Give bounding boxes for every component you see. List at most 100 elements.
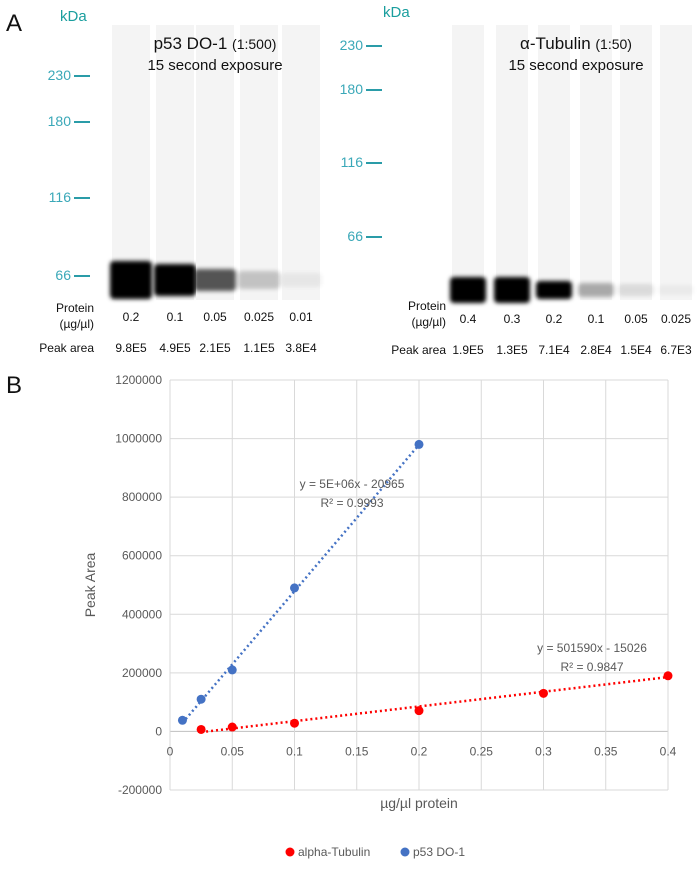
protein-unit-label: (µg/µl)	[59, 317, 95, 331]
kda-label: kDa	[383, 4, 410, 21]
blot-title: α-Tubulin (1:50)	[466, 34, 686, 54]
dilution: (1:50)	[595, 36, 632, 52]
exposure-label: 15 second exposure	[147, 57, 283, 74]
peak-area-value: 2.1E5	[199, 341, 231, 355]
data-point	[414, 439, 424, 449]
y-tick-label: -200000	[118, 783, 162, 797]
protein-band	[494, 277, 530, 303]
protein-concentration: 0.3	[503, 312, 521, 326]
data-point	[177, 715, 187, 725]
protein-band	[280, 273, 322, 287]
protein-concentration: 0.1	[166, 310, 184, 324]
peak-area-value: 1.1E5	[243, 341, 275, 355]
trendline-equation: y = 5E+06x - 20965	[300, 477, 405, 491]
mw-marker: 116	[30, 189, 90, 205]
legend-label: p53 DO-1	[413, 845, 465, 859]
blot-lane	[194, 25, 236, 300]
protein-band	[194, 269, 236, 291]
x-tick-label: 0.15	[345, 744, 369, 758]
y-tick-label: 800000	[122, 490, 162, 504]
protein-row-label: Protein	[55, 301, 94, 315]
data-point	[539, 688, 548, 698]
mw-marker: 116	[322, 154, 382, 170]
blot-lane	[238, 25, 280, 300]
data-point	[227, 722, 237, 732]
data-point	[227, 665, 237, 675]
blot-lane	[536, 25, 572, 300]
peak-area-value: 2.8E4	[580, 343, 612, 357]
mw-marker: 180	[30, 113, 90, 129]
peak-area-value: 1.3E5	[496, 343, 528, 357]
y-tick-label: 400000	[122, 607, 162, 621]
peak-area-row-label: Peak area	[391, 343, 446, 357]
protein-band	[238, 271, 280, 289]
protein-concentration: 0.2	[545, 312, 563, 326]
x-axis-label: µg/µl protein	[380, 795, 458, 811]
trendline-equation: y = 501590x - 15026	[537, 641, 647, 655]
antibody-name: α-Tubulin	[520, 34, 591, 53]
protein-concentration: 0.2	[122, 310, 140, 324]
protein-band	[618, 284, 654, 296]
mw-marker: 230	[322, 37, 382, 53]
legend-marker	[400, 847, 410, 857]
protein-unit-label: (µg/µl)	[411, 315, 447, 329]
protein-concentration: 0.025	[243, 310, 275, 324]
blot-lane	[618, 25, 654, 300]
data-point	[290, 583, 299, 593]
protein-band	[536, 281, 572, 299]
x-tick-label: 0.3	[535, 744, 552, 758]
protein-band	[658, 285, 694, 295]
mw-marker: 230	[30, 67, 90, 83]
trendline-r-squared: R² = 0.9993	[320, 496, 383, 510]
protein-concentration: 0.05	[203, 310, 227, 324]
data-point	[290, 718, 299, 728]
protein-concentration: 0.1	[587, 312, 605, 326]
data-point	[663, 671, 673, 681]
protein-concentration: 0.4	[459, 312, 477, 326]
protein-concentration: 0.05	[624, 312, 648, 326]
blot-lane	[280, 25, 322, 300]
panel-b-label: B	[6, 372, 23, 399]
x-tick-label: 0.35	[594, 744, 618, 758]
blot-lane	[578, 25, 614, 300]
y-axis-label: Peak Area	[82, 552, 98, 617]
peak-area-value: 1.5E4	[620, 343, 652, 357]
blot-lane	[450, 25, 486, 303]
x-tick-label: 0.25	[470, 744, 494, 758]
peak-area-value: 7.1E4	[538, 343, 570, 357]
data-point	[414, 706, 424, 716]
x-tick-label: 0.2	[411, 744, 428, 758]
panel-a-label: A	[6, 10, 23, 37]
legend-marker	[285, 847, 295, 857]
x-tick-label: 0.1	[286, 744, 303, 758]
protein-row-label: Protein	[407, 299, 446, 313]
exposure-label: 15 second exposure	[508, 57, 644, 74]
data-point	[196, 694, 206, 704]
peak-area-value: 1.9E5	[452, 343, 484, 357]
protein-concentration: 0.025	[660, 312, 692, 326]
y-tick-label: 1200000	[115, 373, 162, 387]
protein-concentration: 0.01	[289, 310, 313, 324]
protein-band	[110, 261, 152, 299]
x-tick-label: 0.05	[221, 744, 245, 758]
trendline	[200, 675, 669, 734]
y-tick-label: 600000	[122, 549, 162, 563]
peak-area-row-label: Peak area	[39, 341, 94, 355]
mw-marker: 66	[30, 267, 90, 283]
y-tick-label: 0	[155, 724, 162, 738]
mw-marker: 66	[322, 228, 382, 244]
peak-area-value: 3.8E4	[285, 341, 317, 355]
x-tick-label: 0.4	[660, 744, 677, 758]
y-tick-label: 200000	[122, 666, 162, 680]
peak-area-value: 6.7E3	[660, 343, 692, 357]
trendline	[181, 443, 420, 724]
trendline-r-squared: R² = 0.9847	[560, 660, 623, 674]
legend-label: alpha-Tubulin	[298, 845, 370, 859]
x-tick-label: 0	[167, 744, 174, 758]
blot-lane	[154, 25, 196, 300]
peak-area-value: 9.8E5	[115, 341, 147, 355]
protein-band	[450, 277, 486, 303]
protein-band	[154, 264, 196, 296]
blot-title: p53 DO-1 (1:500)	[105, 34, 325, 54]
antibody-name: p53 DO-1	[153, 34, 228, 53]
